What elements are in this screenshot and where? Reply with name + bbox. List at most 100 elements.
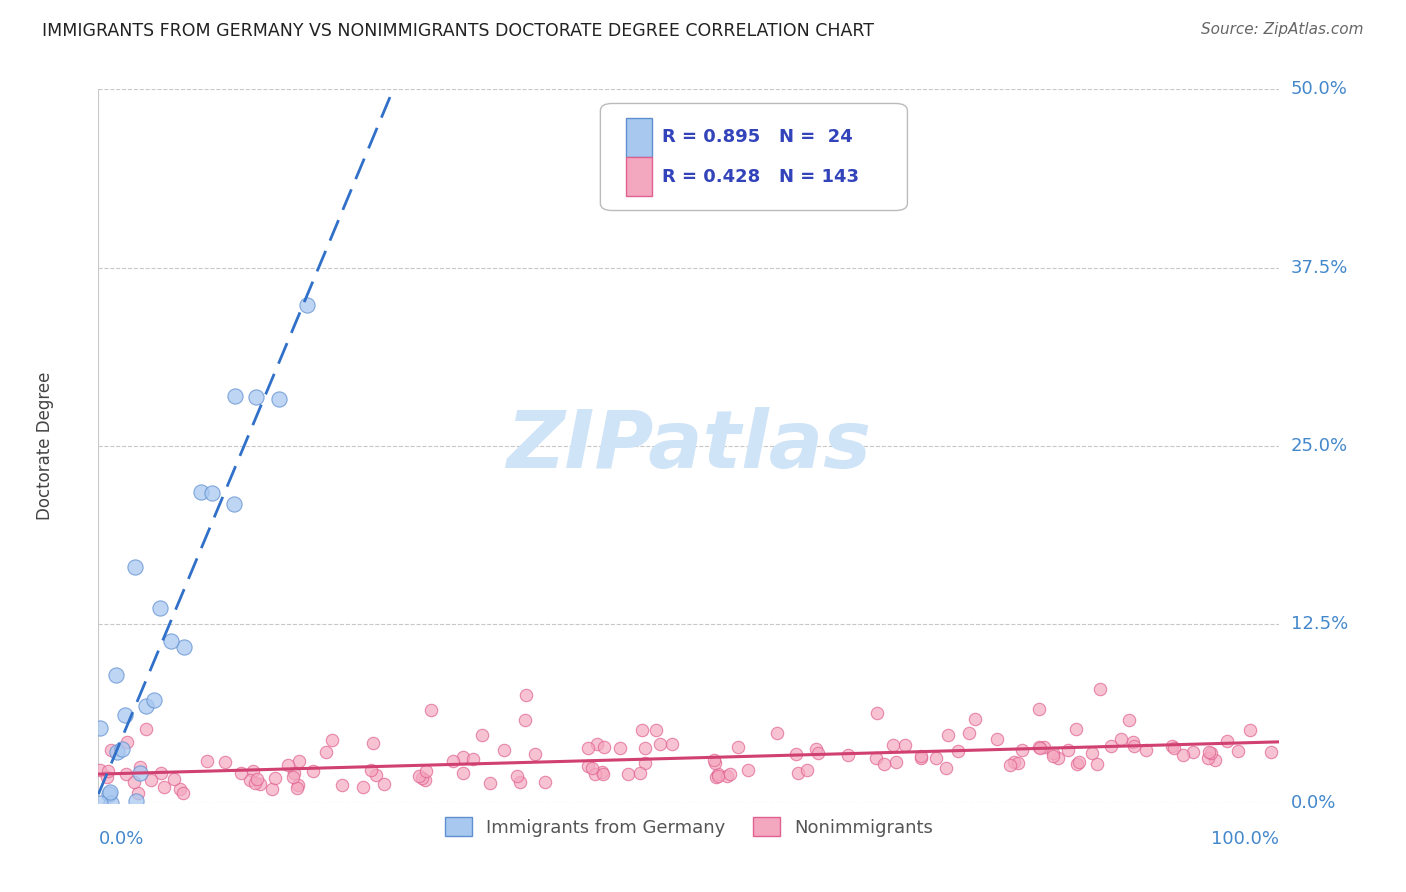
Point bbox=[160, 634, 183, 648]
Point bbox=[718, 766, 741, 780]
Point bbox=[173, 640, 195, 654]
Point bbox=[214, 755, 236, 769]
Point bbox=[592, 739, 614, 754]
Point bbox=[807, 746, 830, 760]
Point bbox=[865, 751, 887, 765]
Point bbox=[89, 796, 111, 810]
Point bbox=[1099, 739, 1122, 753]
Point bbox=[441, 754, 464, 768]
Point bbox=[141, 773, 163, 788]
Point bbox=[330, 778, 353, 792]
Point bbox=[616, 767, 638, 781]
Point bbox=[281, 770, 304, 784]
Point bbox=[110, 742, 132, 756]
Text: 50.0%: 50.0% bbox=[1291, 80, 1347, 98]
Point bbox=[413, 772, 436, 787]
Point bbox=[1181, 745, 1204, 759]
Legend: Immigrants from Germany, Nonimmigrants: Immigrants from Germany, Nonimmigrants bbox=[437, 810, 941, 844]
Text: ZIPatlas: ZIPatlas bbox=[506, 407, 872, 485]
Point bbox=[115, 735, 138, 749]
Point bbox=[1085, 756, 1108, 771]
Point bbox=[1216, 733, 1239, 747]
Point bbox=[114, 767, 136, 781]
Point bbox=[1042, 746, 1064, 760]
Point bbox=[986, 731, 1008, 746]
Point bbox=[609, 740, 631, 755]
Point bbox=[98, 784, 121, 798]
Point bbox=[1227, 744, 1250, 758]
Point bbox=[727, 739, 749, 754]
Point bbox=[415, 764, 437, 779]
Point bbox=[277, 757, 299, 772]
Point bbox=[910, 749, 932, 764]
Point bbox=[135, 699, 157, 714]
Point bbox=[884, 755, 907, 769]
Point bbox=[114, 708, 136, 723]
Point bbox=[534, 775, 557, 789]
Point bbox=[153, 780, 176, 794]
Text: 0.0%: 0.0% bbox=[1291, 794, 1336, 812]
Point bbox=[866, 706, 889, 720]
Point bbox=[737, 763, 759, 777]
Text: 12.5%: 12.5% bbox=[1291, 615, 1348, 633]
Point bbox=[89, 721, 111, 735]
Point bbox=[1042, 749, 1064, 764]
Point bbox=[283, 766, 305, 780]
Point bbox=[190, 484, 212, 499]
Point bbox=[1239, 723, 1261, 737]
Point bbox=[150, 766, 173, 780]
Point bbox=[513, 713, 536, 727]
Point bbox=[224, 389, 246, 403]
Point bbox=[262, 781, 284, 796]
Text: 100.0%: 100.0% bbox=[1212, 830, 1279, 848]
Point bbox=[1032, 740, 1054, 755]
Point bbox=[1122, 735, 1144, 749]
Text: 0.0%: 0.0% bbox=[98, 830, 143, 848]
Point bbox=[578, 759, 600, 773]
Point bbox=[408, 769, 430, 783]
Point bbox=[149, 601, 172, 615]
Point bbox=[957, 726, 980, 740]
Point bbox=[242, 764, 264, 778]
Point bbox=[963, 712, 986, 726]
Point bbox=[704, 756, 727, 771]
FancyBboxPatch shape bbox=[626, 118, 652, 157]
Point bbox=[1028, 739, 1050, 754]
Point bbox=[806, 742, 828, 756]
Point bbox=[583, 766, 606, 780]
Point bbox=[451, 750, 474, 764]
Point bbox=[1161, 739, 1184, 753]
Point bbox=[267, 392, 290, 406]
Point bbox=[925, 751, 948, 765]
Point bbox=[360, 763, 382, 777]
Point bbox=[89, 763, 111, 777]
Point bbox=[592, 766, 614, 780]
Point bbox=[297, 298, 319, 312]
Point bbox=[105, 745, 128, 759]
Point bbox=[1028, 741, 1050, 756]
Point bbox=[104, 667, 127, 681]
Point bbox=[523, 747, 546, 761]
Point bbox=[934, 761, 956, 775]
Point bbox=[591, 765, 613, 780]
Point bbox=[264, 771, 287, 785]
Point bbox=[1002, 755, 1025, 769]
Point bbox=[246, 772, 269, 786]
Point bbox=[471, 728, 494, 742]
Point bbox=[243, 776, 266, 790]
Point bbox=[143, 693, 166, 707]
Point bbox=[509, 774, 531, 789]
Point bbox=[1090, 681, 1112, 696]
Point bbox=[650, 737, 672, 751]
Text: IMMIGRANTS FROM GERMANY VS NONIMMIGRANTS DOCTORATE DEGREE CORRELATION CHART: IMMIGRANTS FROM GERMANY VS NONIMMIGRANTS… bbox=[42, 22, 875, 40]
Point bbox=[321, 733, 343, 747]
Point bbox=[704, 770, 727, 784]
Point bbox=[366, 768, 388, 782]
Point bbox=[494, 743, 516, 757]
Point bbox=[1111, 732, 1133, 747]
Point bbox=[229, 766, 252, 780]
Point bbox=[1173, 747, 1195, 762]
Point bbox=[96, 770, 118, 784]
Point bbox=[1069, 755, 1091, 769]
Point bbox=[1198, 745, 1220, 759]
